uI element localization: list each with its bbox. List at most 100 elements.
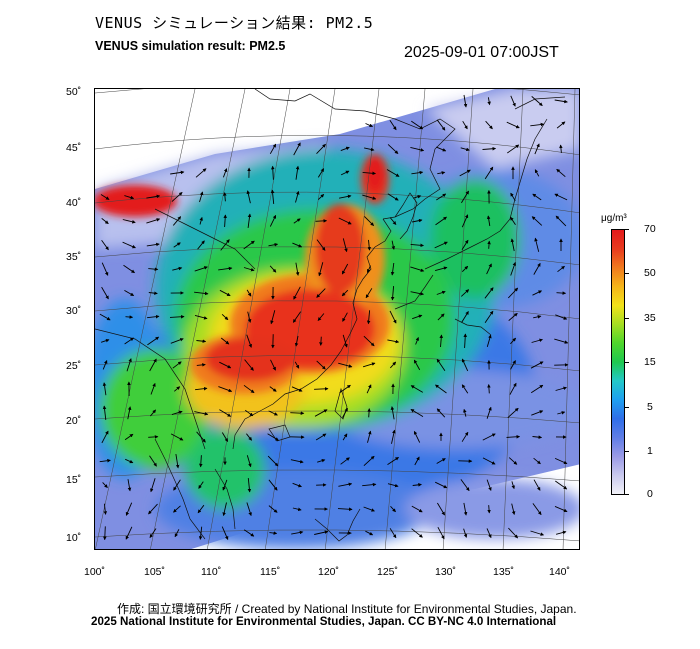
wind-arrow [412,218,423,223]
wind-arrow [461,214,469,228]
wind-arrow [247,478,252,493]
wind-arrow [530,384,544,394]
wind-arrow [125,502,133,516]
wind-arrow [389,361,397,369]
wind-arrow [437,526,445,540]
wind-arrow [103,503,108,515]
wind-arrow [410,266,425,272]
timestamp: 2025-09-01 07:00JST [404,44,559,61]
wind-arrow [363,506,375,512]
wind-arrow [365,288,373,299]
wind-arrow [338,362,353,368]
wind-arrow [319,336,323,346]
wind-arrow [486,334,492,348]
wind-arrow [364,147,375,152]
wind-arrow [555,480,568,490]
wind-arrow [461,358,469,372]
wind-arrow [102,360,108,370]
wind-arrow [462,120,468,130]
wind-arrow [412,314,423,320]
wind-arrow [125,315,134,319]
wind-arrow [411,120,424,130]
wind-arrow [99,458,111,463]
wind-arrow [507,287,519,299]
colorbar-tick [624,273,629,274]
wind-arrow [556,121,566,129]
wind-arrow [102,482,108,489]
wind-arrow [415,336,419,345]
colorbar-label-0: 0 [647,488,653,500]
wind-arrow [270,310,276,325]
wind-arrow [530,361,544,369]
wind-arrow [530,530,545,536]
wind-arrow [338,217,352,225]
colorbar-label-50: 50 [644,267,656,279]
wind-arrow [484,166,494,180]
wind-arrow [554,99,568,104]
wind-arrow [315,219,328,223]
wind-arrow [150,409,156,417]
wind-arrow [510,360,516,370]
wind-arrow [436,193,447,201]
wind-arrow [199,455,203,468]
wind-arrow [554,338,569,344]
wind-vector-field [99,94,569,541]
wind-arrow [531,216,543,226]
wind-arrow [342,433,348,441]
wind-arrow [194,314,208,320]
wind-arrow [218,386,233,393]
wind-arrow [124,337,134,345]
lat-label-45: 45˚ [66,142,82,154]
lat-label-50: 50˚ [66,86,82,98]
wind-arrow [101,218,109,224]
wind-arrow [314,530,329,535]
wind-arrow [482,457,496,465]
lon-label-115: 115˚ [260,566,281,578]
lon-label-135: 135˚ [493,566,515,578]
credit-line-2: 2025 National Institute for Environmenta… [91,615,557,628]
wind-arrow [531,410,544,416]
wind-arrow [486,406,492,419]
wind-arrow [387,193,399,201]
wind-arrow [487,384,491,394]
wind-arrow [292,311,302,323]
wind-arrow [435,216,447,226]
wind-arrow [531,338,543,343]
wind-arrow [295,165,300,180]
wind-arrow [174,529,180,538]
wind-arrow [317,458,326,463]
wind-arrow [243,240,255,250]
wind-arrow [101,286,109,300]
wind-arrow [292,482,302,488]
wind-arrow [122,219,136,224]
wind-arrow [268,410,278,416]
wind-arrow [146,194,161,199]
wind-arrow [146,218,161,224]
wind-arrow [246,190,251,204]
wind-arrow [487,505,491,514]
wind-arrow [461,190,469,204]
wind-arrow [434,266,448,272]
wind-arrow [508,527,519,539]
wind-arrow [532,435,543,439]
wind-arrow [199,191,204,203]
wind-arrow [127,406,132,420]
lon-label-105: 105˚ [144,566,166,578]
wind-arrow [410,243,424,248]
wind-arrow [222,168,228,178]
wind-arrow [198,526,203,540]
wind-arrow [437,313,445,321]
wind-arrow [293,218,301,224]
wind-arrow [269,214,277,227]
wind-arrow [175,454,180,469]
wind-arrow [482,433,496,441]
wind-arrow [148,291,158,295]
wind-arrow [101,262,109,276]
wind-arrow [436,408,446,418]
wind-arrow [555,530,567,535]
wind-arrow [435,384,447,394]
wind-arrow [270,359,276,371]
wind-arrow [434,241,448,249]
wind-arrow [533,315,542,319]
lat-label-20: 20˚ [66,415,82,427]
